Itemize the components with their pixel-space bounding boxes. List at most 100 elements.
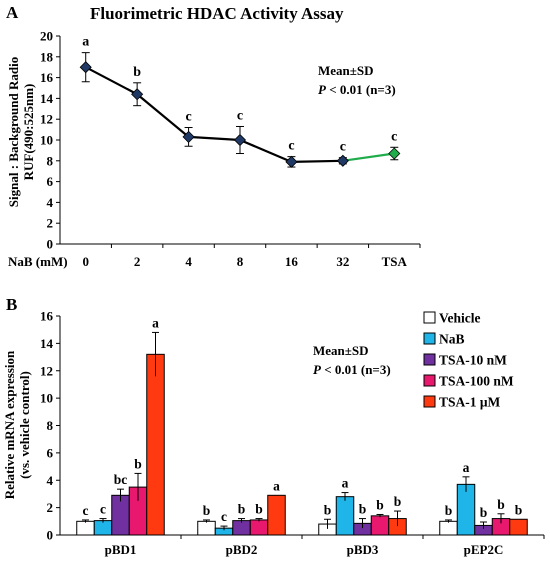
chart-a-point xyxy=(285,155,298,168)
chart-b-y-tick-label: 16 xyxy=(40,309,54,324)
chart-a-y-tick-label: 12 xyxy=(40,112,53,127)
chart-b-legend: Vehicle NaB TSA-10 nM TSA-100 nM TSA-1 μM xyxy=(423,311,514,410)
legend-swatch xyxy=(423,311,436,324)
panel-b-ylabel-line2: (vs. vehicle control) xyxy=(17,371,32,479)
chart-b-bar xyxy=(456,483,476,536)
chart-b-y-tick-label: 8 xyxy=(47,418,54,433)
chart-b-x-tick-label: pBD2 xyxy=(226,542,258,557)
chart-a-y-tick-label: 14 xyxy=(40,91,54,106)
chart-b-sig-letter: c xyxy=(100,502,106,517)
legend-label: Vehicle xyxy=(439,311,481,326)
chart-b-y-tick-label: 6 xyxy=(47,445,54,460)
chart-a-point xyxy=(131,88,144,101)
chart-b-bar xyxy=(509,518,528,536)
chart-a-y-tick-label: 4 xyxy=(47,195,54,210)
panel-b-annot-line2: P < 0.01 (n=3) xyxy=(313,362,391,377)
legend-swatch xyxy=(423,353,436,366)
chart-b-bar xyxy=(249,519,269,536)
panel-a-ylabel-line1: Signal : Background Radio xyxy=(6,57,21,207)
chart-a-y-tick-label: 20 xyxy=(40,29,53,44)
chart-b-sig-letter: b xyxy=(134,456,142,471)
chart-a-point xyxy=(336,154,349,167)
chart-b-bar xyxy=(335,496,355,536)
panel-b-annot-line1: Mean±SD xyxy=(313,343,369,358)
chart-b-sig-letter: a xyxy=(273,478,280,493)
chart-b-sig-letter: b xyxy=(238,502,246,517)
legend-label: NaB xyxy=(439,332,465,347)
chart-b-y-tick-label: 0 xyxy=(47,528,54,543)
panel-b-ylabel-line1: Relative mRNA expression xyxy=(2,350,17,499)
chart-a-point xyxy=(388,147,401,160)
panel-a-letter: A xyxy=(6,3,19,22)
chart-a-sig-letter: c xyxy=(340,140,346,155)
chart-b-bar xyxy=(267,494,286,536)
legend-swatch xyxy=(423,332,436,345)
chart-a-sig-letter: c xyxy=(237,108,243,123)
panel-b-letter: B xyxy=(6,295,17,314)
chart-b-y-tick-label: 14 xyxy=(40,336,54,351)
chart-b-bar xyxy=(370,515,390,536)
chart-b-bar xyxy=(93,520,113,536)
chart-b-bar xyxy=(197,520,216,536)
chart-b-bar xyxy=(232,520,251,536)
chart-b-bar xyxy=(439,520,458,536)
chart-a-y-tick-label: 16 xyxy=(40,70,54,85)
chart-b-bar xyxy=(76,520,95,536)
chart-a-y-tick-label: 0 xyxy=(47,237,54,252)
chart-b-sig-letter: c xyxy=(221,509,227,524)
chart-a-sig-letter: c xyxy=(288,139,294,154)
chart-a-tsa-segment xyxy=(342,152,395,162)
chart-b-sig-letter: b xyxy=(324,502,332,517)
chart-b-x-tick-label: pEP2C xyxy=(464,542,504,557)
chart-b-y-tick-label: 10 xyxy=(40,391,53,406)
chart-b-sig-letter: a xyxy=(463,460,470,475)
chart-b-sig-letter: b xyxy=(376,497,384,512)
chart-a-sig-letter: c xyxy=(185,110,191,125)
chart-b-sig-letter: c xyxy=(83,503,89,518)
chart-b-sig-letter: b xyxy=(515,502,523,517)
chart-a-line-segment xyxy=(136,93,190,138)
chart-b-sig-letter: b xyxy=(359,502,367,517)
chart-b-y-tick-label: 12 xyxy=(40,363,53,378)
legend-label: TSA-100 nM xyxy=(439,374,514,389)
chart-a-line-segment xyxy=(85,66,138,96)
chart-a-y-tick-label: 10 xyxy=(40,133,53,148)
legend-label: TSA-1 μM xyxy=(439,395,501,410)
chart-a-sig-letter: b xyxy=(133,65,141,80)
chart-b-sig-letter: b xyxy=(394,494,402,509)
chart-a-x-tick-label: TSA xyxy=(382,254,408,269)
legend-label: TSA-10 nM xyxy=(439,353,507,368)
legend-swatch xyxy=(423,374,436,387)
chart-a-point xyxy=(182,130,195,143)
panel-a-xprefix: NaB (mM) xyxy=(8,254,68,269)
chart-a: 0 2 4 6 8 10 12 14 16 18 20 0 2 4 8 16 32 TSA a b c c c c c xyxy=(40,29,421,269)
chart-b-bar xyxy=(146,353,165,536)
chart-b-sig-letter: b xyxy=(480,505,488,520)
chart-b-sig-letter: bc xyxy=(114,472,128,487)
chart-a-line-segment xyxy=(291,159,343,163)
chart-a-x-tick-label: 2 xyxy=(134,254,141,269)
chart-b-sig-letter: b xyxy=(255,502,263,517)
chart-b-sig-letter: b xyxy=(203,503,211,518)
chart-b-sig-letter: a xyxy=(342,476,349,491)
chart-a-line-segment xyxy=(239,138,292,163)
chart-a-point xyxy=(233,133,247,147)
chart-a-y-tick-label: 2 xyxy=(47,216,54,231)
panel-a-annot-line2: P < 0.01 (n=3) xyxy=(318,82,396,97)
chart-a-line-segment xyxy=(188,135,241,142)
chart-b-x-tick-label: pBD3 xyxy=(347,542,379,557)
chart-a-y-tick-label: 18 xyxy=(40,49,54,64)
chart-a-x-tick-label: 32 xyxy=(336,254,349,269)
chart-b-sig-letter: b xyxy=(445,503,453,518)
chart-a-y-tick-label: 8 xyxy=(47,153,54,168)
chart-b-sig-letter: a xyxy=(152,315,159,330)
panel-a-ylabel-line2: RUF(490:525nm) xyxy=(21,84,36,181)
panel-a-annot-line1: Mean±SD xyxy=(318,63,374,78)
chart-a-sig-letter: c xyxy=(391,129,397,144)
chart-b-y-tick-label: 4 xyxy=(47,473,54,488)
chart-a-x-tick-label: 16 xyxy=(285,254,299,269)
chart-a-point xyxy=(79,61,92,74)
chart-a-x-tick-label: 0 xyxy=(82,254,89,269)
